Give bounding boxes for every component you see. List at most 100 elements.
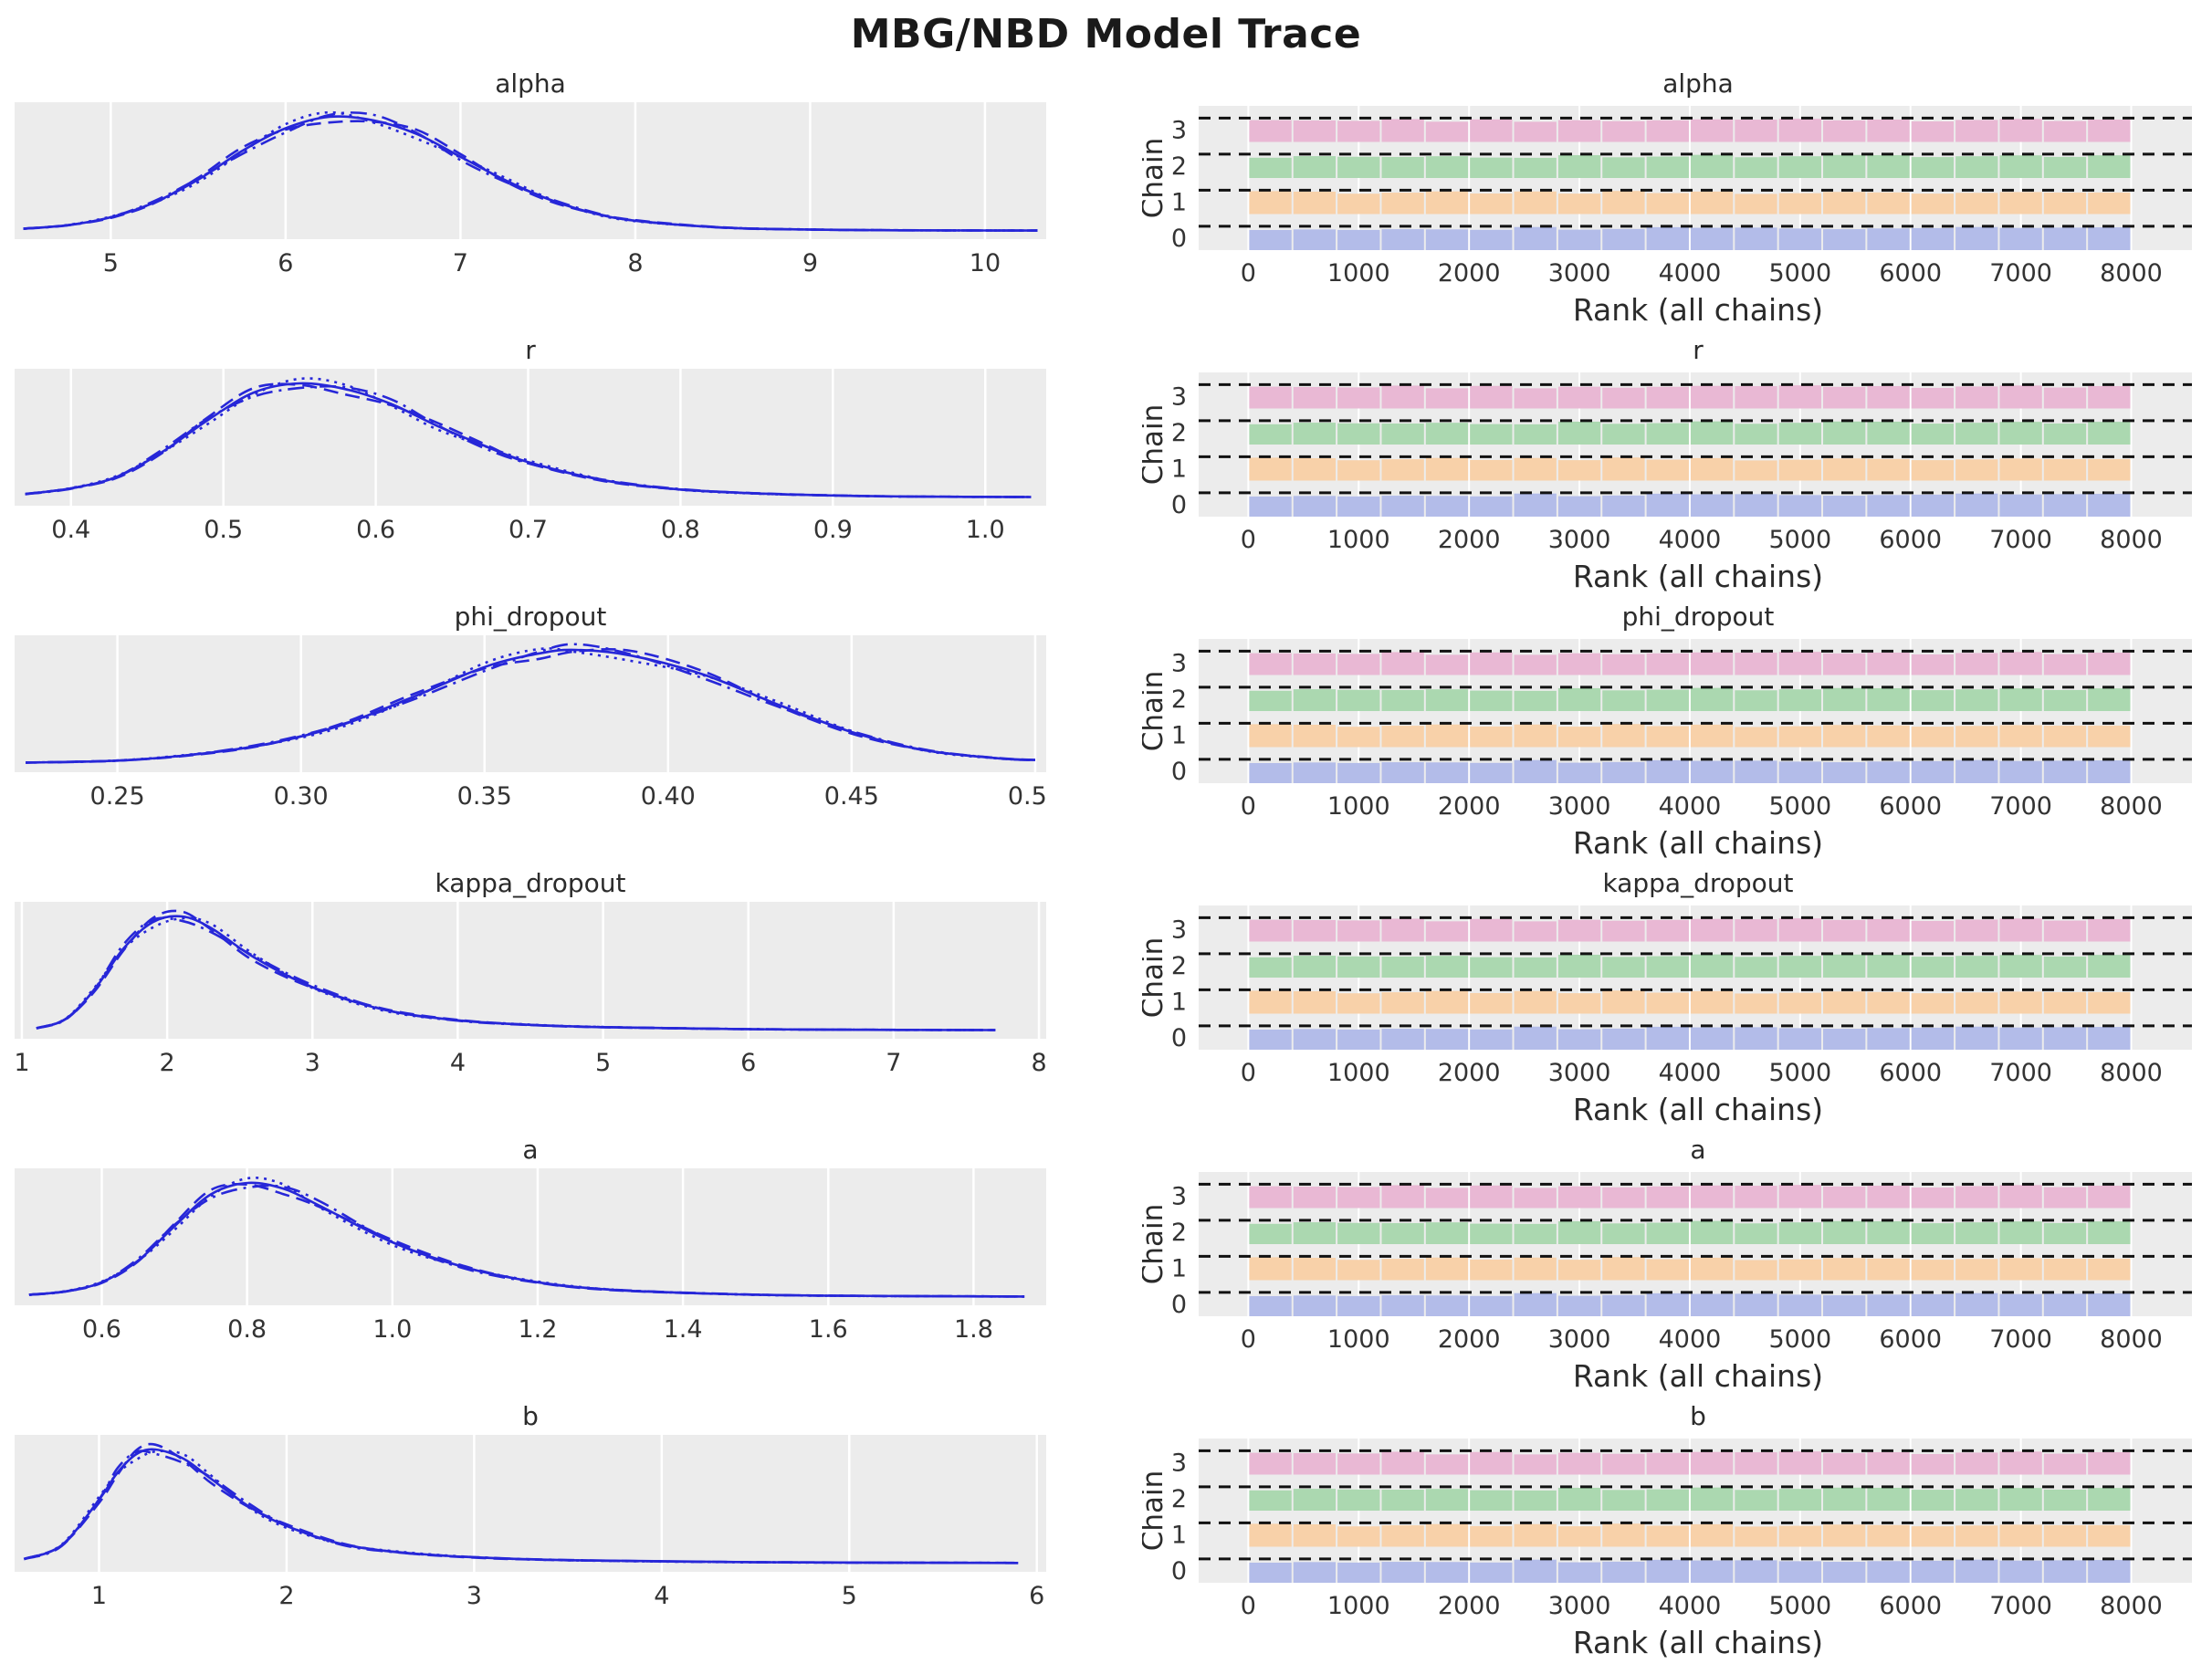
rank-bars-chain-1 xyxy=(1602,1523,1645,1547)
rank-bars-chain-0 xyxy=(1381,762,1424,783)
rank-bars-chain-2 xyxy=(1999,1221,2042,1244)
rank-bars-chain-2 xyxy=(1557,154,1601,178)
x-tick-label: 4 xyxy=(654,1582,669,1610)
rank-bars-chain-3 xyxy=(1823,653,1866,675)
x-tick-label: 2 xyxy=(160,1049,175,1077)
rank-plot: 0 1000 2000 3000 4000 5000 6000 7000 8000 0 1 2 3Cha… xyxy=(1142,905,2192,1087)
rank-bars-chain-3 xyxy=(1557,1186,1601,1209)
rank-title: r xyxy=(1693,335,1704,365)
rank-ylabel: Chain xyxy=(1142,671,1169,752)
rank-bars-chain-3 xyxy=(1778,119,1822,142)
rank-bars-chain-1 xyxy=(1823,1524,1866,1547)
rank-xlabel: Rank (all chains) xyxy=(1572,559,1824,594)
rank-bars-chain-2 xyxy=(1470,1223,1513,1244)
rank-bars-chain-2 xyxy=(1646,423,1689,445)
rank-bars-chain-0 xyxy=(1514,1292,1557,1316)
rank-bars-chain-0 xyxy=(1690,227,1734,250)
rank-bars-chain-1 xyxy=(1911,1526,1955,1547)
y-tick-label: 0 xyxy=(1171,225,1187,253)
rank-bars-chain-0 xyxy=(1823,762,1866,783)
rank-bars-chain-2 xyxy=(1955,423,1998,445)
rank-bars-chain-1 xyxy=(1293,725,1337,748)
rank-bars-chain-0 xyxy=(1646,1559,1689,1583)
rank-bars-chain-2 xyxy=(1867,154,1910,178)
x-tick-label: 6000 xyxy=(1879,526,1942,554)
rank-bars-chain-0 xyxy=(1867,1294,1910,1316)
kde-title: r xyxy=(525,335,536,365)
rank-bars-chain-2 xyxy=(1735,1223,1777,1244)
rank-bars-chain-1 xyxy=(1867,192,1910,215)
rank-bars-chain-2 xyxy=(1557,421,1601,445)
kde-panel-bg xyxy=(15,635,1046,772)
rank-bars-chain-1 xyxy=(1735,1260,1777,1281)
y-tick-label: 2 xyxy=(1171,685,1187,714)
rank-bars-chain-1 xyxy=(1425,1523,1469,1547)
rank-bars-chain-1 xyxy=(1425,724,1469,748)
x-tick-label: 3000 xyxy=(1548,526,1611,554)
kde-panel-bg xyxy=(15,1168,1046,1305)
kde-curve-chain-1 xyxy=(23,120,1038,232)
rank-bars-chain-2 xyxy=(1337,423,1380,445)
rank-bars-chain-2 xyxy=(2088,955,2131,978)
rank-bars-chain-2 xyxy=(1381,956,1424,978)
rank-bars-chain-0 xyxy=(1690,1027,1734,1050)
x-tick-label: 0.45 xyxy=(824,782,879,811)
rank-bars-chain-3 xyxy=(1823,1186,1866,1209)
rank-figure: a 0 1000 2000 3000 4000 5000 6000 7000 8000 0 1 2 3 C… xyxy=(1142,1127,2197,1394)
rank-bars-chain-0 xyxy=(1514,226,1557,250)
kde-plot: 1 2 3 4 5 6 xyxy=(15,1435,1046,1610)
rank-bars-chain-1 xyxy=(2043,991,2087,1014)
kde-title: alpha xyxy=(495,68,566,99)
rank-bars-chain-3 xyxy=(1293,653,1337,675)
rank-bars-chain-1 xyxy=(1470,1259,1513,1281)
rank-bars-chain-3 xyxy=(1778,652,1822,675)
rank-bars-chain-2 xyxy=(1293,689,1337,711)
x-tick-label: 7000 xyxy=(1989,1059,2052,1087)
rank-bars-chain-1 xyxy=(1249,1257,1292,1281)
x-tick-label: 2000 xyxy=(1438,1059,1501,1087)
rank-bars-chain-1 xyxy=(1690,457,1734,481)
rank-bars-chain-2 xyxy=(1867,954,1910,978)
rank-bars-chain-3 xyxy=(1911,120,1955,142)
rank-bars-chain-1 xyxy=(2088,1258,2131,1281)
kde-plot: 0.25 0.30 0.35 0.40 0.45 0.50 xyxy=(15,635,1046,811)
rank-bars-chain-1 xyxy=(2088,725,2131,748)
rank-bars-chain-3 xyxy=(1867,1186,1910,1209)
rank-ylabel: Chain xyxy=(1142,937,1169,1019)
rank-bars-chain-2 xyxy=(1557,1220,1601,1244)
rank-bars-chain-0 xyxy=(1557,229,1601,250)
rank-bars-chain-3 xyxy=(1823,120,1866,142)
rank-bars-chain-3 xyxy=(1514,388,1557,409)
y-tick-label: 0 xyxy=(1171,758,1187,786)
rank-ylabel: Chain xyxy=(1142,1204,1169,1285)
y-tick-label: 3 xyxy=(1171,383,1187,412)
x-tick-label: 7000 xyxy=(1989,526,2052,554)
x-tick-label: 3000 xyxy=(1548,1592,1611,1620)
rank-bars-chain-2 xyxy=(2043,423,2087,445)
x-tick-label: 8000 xyxy=(2100,259,2163,288)
x-tick-label: 5 xyxy=(842,1582,857,1610)
rank-bars-chain-0 xyxy=(1911,494,1955,517)
rank-bars-chain-2 xyxy=(1823,421,1866,445)
x-tick-label: 0.6 xyxy=(82,1315,121,1344)
rank-bars-chain-3 xyxy=(1602,654,1645,675)
rank-bars-chain-1 xyxy=(2043,1258,2087,1281)
rank-bars-chain-0 xyxy=(1999,494,2042,517)
rank-bars-chain-0 xyxy=(1425,1029,1469,1050)
rank-bars-chain-1 xyxy=(1999,991,2042,1014)
rank-bars-chain-3 xyxy=(1646,919,1689,942)
kde-title: b xyxy=(522,1401,539,1431)
rank-bars-chain-0 xyxy=(1514,1559,1557,1583)
x-tick-label: 0 xyxy=(1241,1059,1256,1087)
rank-bars-chain-2 xyxy=(1470,157,1513,178)
y-tick-label: 0 xyxy=(1171,491,1187,519)
rank-bars-chain-2 xyxy=(1293,1489,1337,1511)
rank-bars-chain-3 xyxy=(1778,385,1822,409)
rank-bars-chain-0 xyxy=(1249,1562,1292,1583)
rank-bars-chain-3 xyxy=(2043,1453,2087,1475)
rank-bars-chain-2 xyxy=(1690,154,1734,178)
rank-bars-chain-2 xyxy=(1602,1223,1645,1244)
rank-bars-chain-2 xyxy=(1690,687,1734,711)
rank-xlabel: Rank (all chains) xyxy=(1572,1092,1824,1127)
